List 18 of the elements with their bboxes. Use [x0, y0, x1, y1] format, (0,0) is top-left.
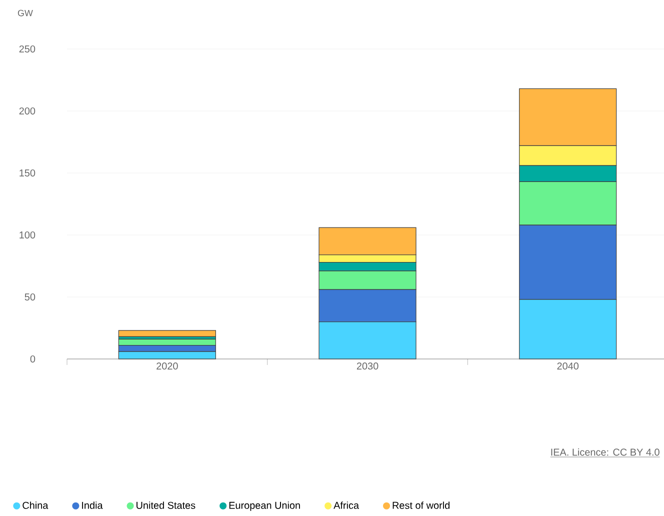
legend-label: European Union	[229, 502, 300, 511]
y-tick-label: 0	[30, 355, 36, 363]
legend-label: Rest of world	[392, 502, 450, 509]
y-tick-label: 100	[20, 231, 36, 239]
y-tick-label: 250	[19, 45, 36, 53]
x-tick-label: 2040	[557, 362, 579, 370]
text: IEA. Licence: CC BY 4.0	[551, 448, 660, 456]
legend-label: India	[82, 502, 103, 509]
bar	[118, 330, 216, 337]
y-tick-label: 200	[19, 107, 36, 115]
legend-label: Africa	[334, 502, 360, 509]
y-tick-label: 50	[24, 293, 36, 301]
x-tick-label: 2020	[156, 362, 178, 370]
y-tick-label: 150	[20, 169, 36, 177]
legend-label: China	[22, 502, 48, 509]
x-tick-label: 2030	[356, 362, 378, 370]
y-axis-title: GW	[18, 10, 33, 16]
legend-label: United States	[136, 502, 196, 509]
